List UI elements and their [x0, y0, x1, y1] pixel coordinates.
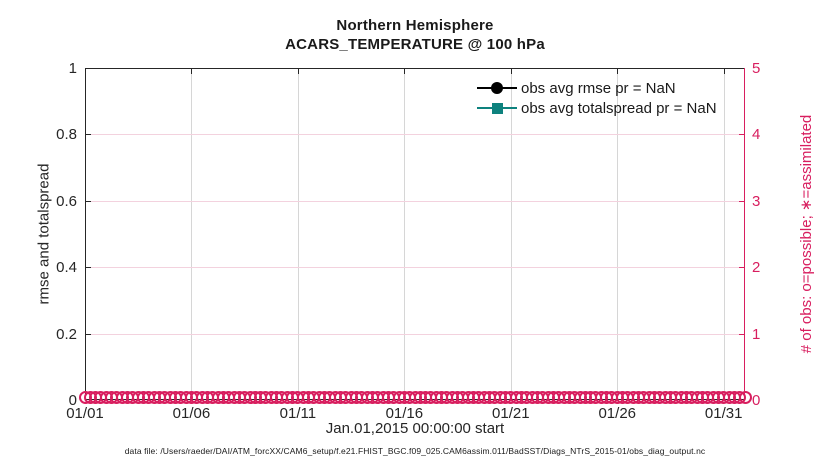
- vertical-gridline: [723, 68, 725, 400]
- y-tick-label-left: 0.4: [56, 259, 77, 277]
- y-tick-label-right: 1: [752, 325, 761, 343]
- vertical-gridline: [191, 68, 193, 400]
- top-spine: [85, 68, 745, 69]
- x-tick-top: [617, 68, 619, 74]
- legend-label-rmse: obs avg rmse pr = NaN: [521, 79, 676, 97]
- y-tick-label-right: 2: [752, 259, 761, 277]
- y-axis-label-left: rmse and totalspread: [35, 163, 53, 305]
- chart-title: Northern Hemisphere ACARS_TEMPERATURE @ …: [85, 16, 745, 54]
- x-axis-label: Jan.01,2015 00:00:00 start: [325, 420, 505, 437]
- x-tick-label: 01/01: [66, 405, 104, 422]
- y-tick-label-right: 5: [752, 60, 761, 77]
- y-tick-right: [739, 134, 745, 136]
- vertical-gridline: [404, 68, 406, 400]
- totalspread-square-marker-icon: [492, 103, 503, 114]
- y-tick-label-left: 0: [68, 392, 77, 409]
- y-tick-left: [85, 200, 91, 202]
- horizontal-gridline: [85, 200, 745, 202]
- plot-area: [85, 68, 745, 400]
- horizontal-gridline: [85, 134, 745, 136]
- horizontal-gridline: [85, 267, 745, 269]
- y-axis-label-right: # of obs: o=possible; ∗=assimilated: [798, 114, 815, 354]
- chart-title-line2: ACARS_TEMPERATURE @ 100 hPa: [285, 36, 545, 53]
- y-tick-left: [85, 134, 91, 136]
- x-tick-label: 01/16: [385, 405, 424, 422]
- legend-swatch-totalspread: [477, 98, 517, 118]
- x-tick-top: [404, 68, 406, 74]
- y-tick-label-left: 0.6: [56, 192, 77, 210]
- data-file-footnote: data file: /Users/raeder/DAI/ATM_forcXX/…: [124, 446, 706, 456]
- left-spine: [85, 68, 86, 400]
- x-tick-top: [510, 68, 512, 74]
- y-tick-label-left: 0.8: [56, 126, 77, 144]
- legend-row-rmse: obs avg rmse pr = NaN: [477, 78, 717, 98]
- y-tick-label-right: 0: [752, 392, 761, 409]
- x-tick-label: 01/31: [704, 405, 743, 422]
- horizontal-gridline: [85, 333, 745, 335]
- y-tick-label-right: 3: [752, 192, 761, 210]
- vertical-gridline: [617, 68, 619, 400]
- chart-title-line1: Northern Hemisphere: [336, 17, 494, 34]
- x-tick-top: [723, 68, 725, 74]
- x-tick-label: 01/06: [172, 405, 211, 422]
- y-tick-label-right: 4: [752, 126, 761, 144]
- y-tick-label-left: 1: [68, 60, 77, 77]
- x-tick-label: 01/11: [279, 405, 317, 422]
- legend-swatch-rmse: [477, 78, 517, 98]
- legend-label-totalspread: obs avg totalspread pr = NaN: [521, 99, 717, 117]
- y-tick-left: [85, 333, 91, 335]
- obs-possible-marker: [738, 390, 752, 404]
- y-tick-right: [739, 267, 745, 269]
- rmse-circle-marker-icon: [491, 82, 503, 94]
- x-tick-top: [191, 68, 193, 74]
- right-spine: [744, 68, 745, 400]
- x-tick-top: [297, 68, 299, 74]
- y-tick-label-left: 0.2: [56, 325, 77, 343]
- y-tick-right: [739, 200, 745, 202]
- y-tick-right: [739, 333, 745, 335]
- legend-row-totalspread: obs avg totalspread pr = NaN: [477, 98, 717, 118]
- vertical-gridline: [297, 68, 299, 400]
- x-tick-label: 01/21: [492, 405, 530, 422]
- y-tick-left: [85, 267, 91, 269]
- x-tick-label: 01/26: [598, 405, 637, 422]
- vertical-gridline: [510, 68, 512, 400]
- legend: obs avg rmse pr = NaN obs avg totalsprea…: [477, 78, 717, 118]
